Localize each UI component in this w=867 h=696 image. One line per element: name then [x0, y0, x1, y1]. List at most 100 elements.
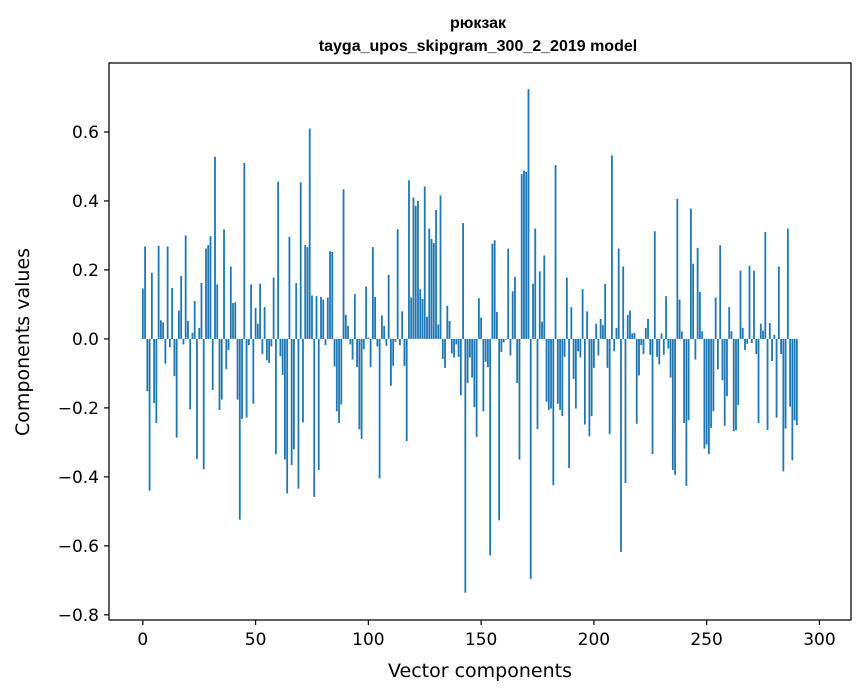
bar-component-247: [698, 292, 701, 339]
bar-component-248: [701, 331, 704, 339]
y-tick-label: −0.8: [58, 606, 99, 626]
y-tick-label: 0.2: [72, 261, 99, 281]
bar-component-178: [543, 255, 546, 339]
bar-component-77: [315, 296, 318, 339]
bar-component-119: [410, 297, 413, 339]
bar-component-33: [216, 284, 219, 339]
bar-component-172: [529, 338, 532, 579]
bar-component-194: [579, 338, 582, 358]
bar-component-238: [678, 299, 681, 339]
bar-component-185: [559, 338, 561, 410]
bar-component-100: [367, 337, 370, 339]
bar-component-22: [191, 332, 194, 339]
y-tick-label: 0.6: [72, 123, 99, 143]
bar-component-26: [200, 283, 203, 339]
bar-component-95: [356, 338, 358, 368]
bar-component-177: [541, 321, 543, 339]
bar-component-231: [662, 338, 665, 355]
bar-component-290: [795, 338, 798, 426]
bar-component-219: [635, 338, 638, 424]
bar-component-151: [482, 338, 485, 412]
bar-component-263: [735, 338, 737, 430]
bar-series: [141, 89, 798, 593]
bar-component-23: [193, 300, 196, 339]
bar-component-261: [730, 331, 733, 339]
bar-component-275: [762, 330, 764, 339]
bar-component-187: [563, 338, 566, 357]
bar-component-114: [399, 338, 401, 346]
bar-component-136: [448, 320, 451, 339]
bar-component-182: [552, 338, 555, 486]
bar-component-239: [680, 331, 683, 339]
bar-component-211: [617, 248, 620, 339]
bar-component-199: [590, 338, 593, 417]
bar-component-205: [604, 283, 607, 339]
bar-component-89: [342, 189, 345, 339]
bar-component-183: [554, 165, 557, 339]
bar-component-165: [514, 276, 516, 339]
bar-component-169: [523, 170, 525, 339]
bar-component-57: [270, 338, 273, 347]
bar-component-20: [187, 320, 189, 339]
bar-component-11: [166, 246, 169, 339]
bar-component-139: [455, 338, 458, 345]
bar-component-64: [286, 338, 289, 494]
bar-component-225: [649, 338, 652, 355]
bar-component-79: [320, 296, 322, 339]
x-tick-label: 0: [137, 630, 148, 650]
bar-component-93: [351, 338, 354, 360]
bar-component-67: [293, 338, 295, 450]
bar-component-218: [633, 332, 636, 339]
bar-component-38: [227, 338, 230, 350]
bar-component-9: [162, 322, 165, 339]
bar-component-55: [265, 338, 268, 361]
bar-component-1: [144, 246, 146, 339]
bar-component-62: [281, 338, 284, 375]
bar-component-264: [737, 338, 740, 406]
bar-component-210: [615, 327, 618, 339]
bar-component-200: [592, 338, 595, 368]
bar-component-230: [660, 333, 663, 339]
bar-component-48: [250, 284, 252, 339]
bar-component-32: [214, 156, 216, 339]
bar-component-58: [272, 277, 275, 339]
bar-component-208: [611, 155, 613, 339]
bar-component-30: [209, 236, 212, 339]
bar-component-76: [313, 338, 316, 497]
bar-component-145: [468, 338, 471, 358]
bar-component-128: [430, 238, 433, 339]
bar-component-134: [444, 338, 446, 368]
bar-component-0: [141, 288, 144, 339]
bar-component-28: [205, 248, 207, 339]
bar-component-269: [748, 265, 751, 339]
bar-component-125: [423, 186, 426, 339]
bar-component-228: [656, 338, 658, 357]
bar-component-81: [324, 338, 327, 346]
bar-component-149: [477, 298, 480, 339]
bar-component-49: [252, 338, 255, 404]
bar-component-45: [243, 163, 246, 339]
bar-component-252: [710, 338, 713, 428]
y-axis-ticks: −0.8 −0.6 −0.4 −0.2 0.0 0.2 0.4 0.6: [58, 123, 109, 626]
bar-component-196: [583, 338, 586, 425]
bar-component-214: [624, 338, 627, 484]
bar-component-110: [390, 338, 392, 386]
bar-component-126: [426, 316, 428, 339]
bar-component-232: [665, 296, 667, 339]
bar-component-10: [164, 338, 167, 364]
bar-component-250: [705, 338, 708, 445]
bar-component-255: [717, 338, 719, 370]
bar-component-111: [392, 338, 395, 366]
bar-component-47: [247, 338, 250, 346]
bar-component-97: [360, 338, 363, 439]
bar-component-137: [450, 338, 453, 354]
x-tick-label: 300: [803, 630, 835, 650]
y-axis-label: Components values: [12, 248, 34, 436]
bar-component-104: [376, 338, 379, 347]
bar-component-201: [595, 323, 598, 339]
bar-component-50: [254, 307, 257, 339]
x-tick-label: 50: [245, 630, 267, 650]
bar-component-162: [507, 248, 510, 339]
bar-component-216: [629, 310, 631, 339]
bar-component-140: [457, 338, 460, 357]
